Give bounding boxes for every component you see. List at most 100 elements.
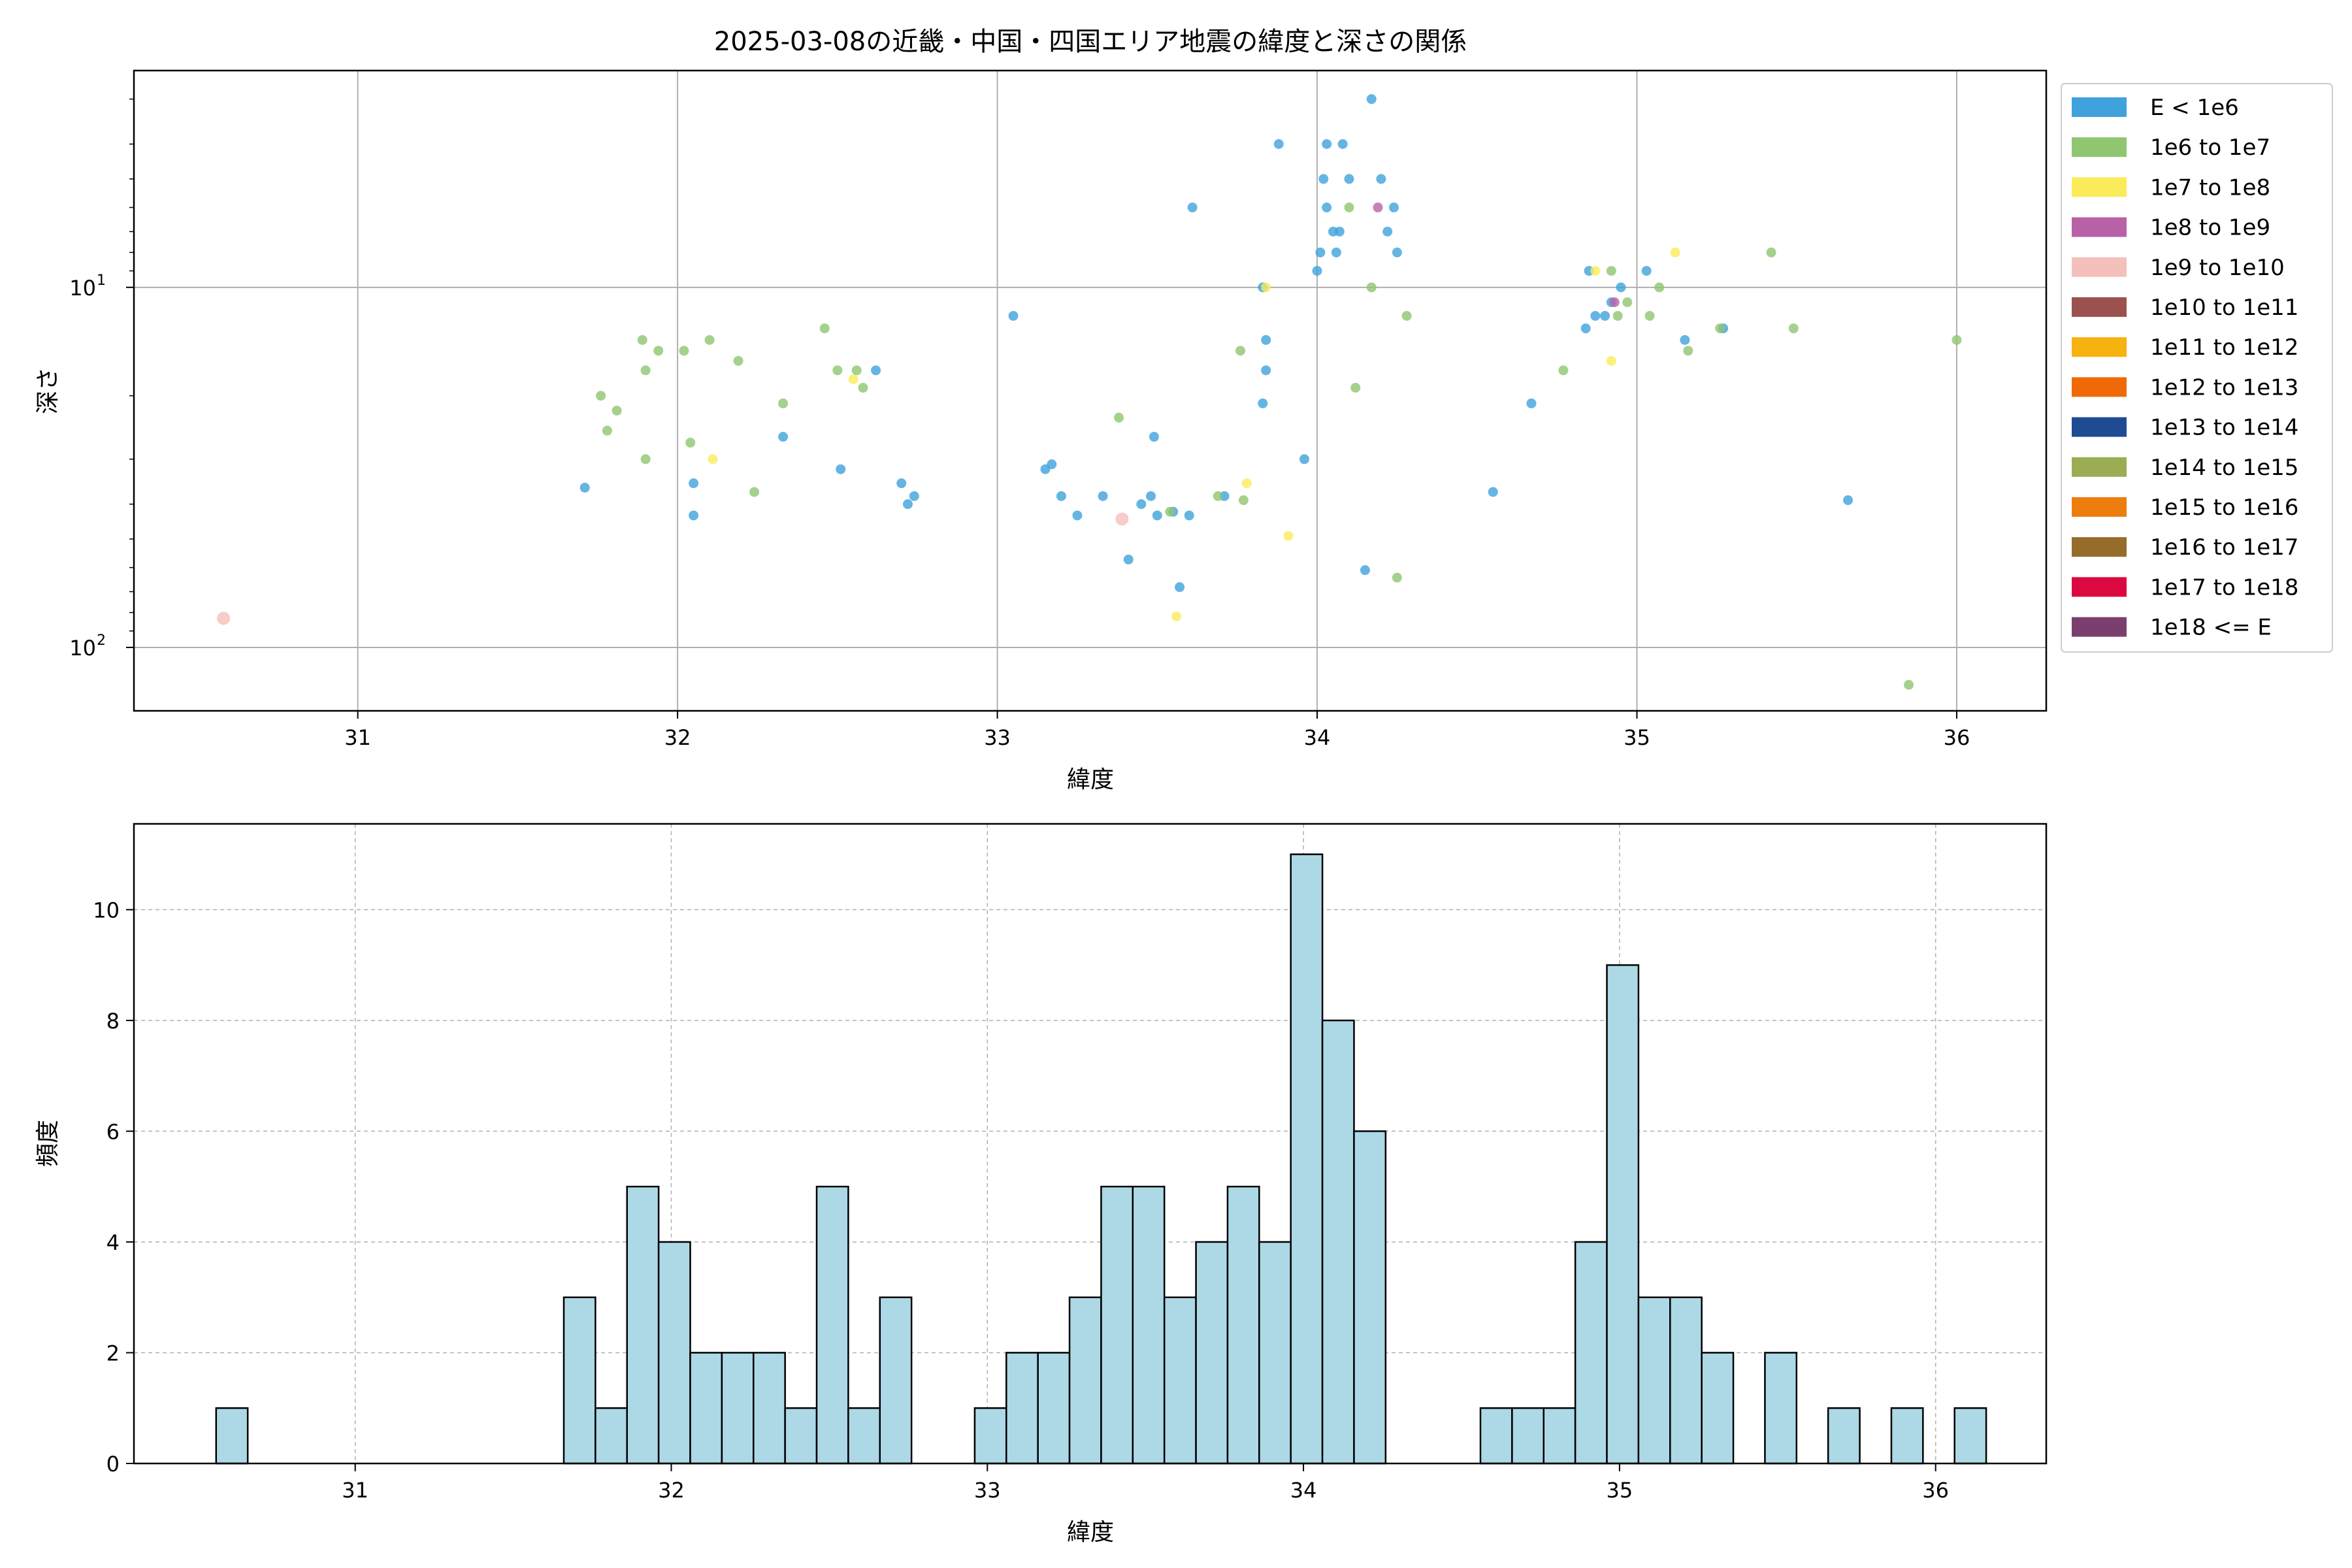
scatter-point [1376,174,1386,184]
scatter-x-tick-label: 34 [1304,725,1331,750]
scatter-point [1283,531,1294,541]
scatter-point [749,487,760,497]
histogram-bar [1226,1185,1260,1465]
scatter-y-tick-exp: 1 [97,272,106,289]
scatter-y-tick-base: 10 [69,276,96,301]
histogram-bar [1258,1241,1292,1465]
histogram-chart: 31 32 33 34 35 36 0 2 4 6 8 10 緯度 頻度 [35,823,2048,1546]
scatter-point [1322,139,1332,149]
legend-label: 1e8 to 1e9 [2150,215,2270,241]
legend-swatch [2072,177,2127,197]
histogram-y-tick-label: 6 [106,1119,120,1144]
histogram-bar [1606,964,1640,1465]
scatter-x-tick-label: 31 [344,725,371,750]
legend-swatch [2072,377,2127,397]
scatter-point [1641,266,1652,276]
legend-label: 1e15 to 1e16 [2150,495,2298,521]
legend-label: 1e13 to 1e14 [2150,415,2298,441]
histogram-bar [1574,1241,1608,1465]
histogram-bar [1321,1019,1355,1465]
scatter-axes-frame [133,69,2048,712]
legend-swatch [2072,217,2127,237]
histogram-bar [1100,1185,1134,1465]
legend-item: 1e8 to 1e9 [2072,215,2270,241]
scatter-point [1114,412,1124,423]
scatter-point [1184,510,1194,521]
histogram-y-tick-label: 2 [106,1341,120,1365]
histogram-y-label: 頻度 [35,1120,61,1167]
histogram-bar [215,1407,249,1465]
histogram-bar [815,1185,849,1465]
histogram-x-tick-label: 36 [1922,1478,1949,1503]
histogram-y-ticks: 0 2 4 6 8 10 [93,898,134,1477]
legend-item: 1e13 to 1e14 [2072,415,2298,441]
scatter-point [1136,499,1147,510]
scatter-x-ticks: 31 32 33 34 35 36 [344,711,1970,750]
scatter-point [685,438,696,448]
scatter-point [1312,266,1322,276]
scatter-point [1350,382,1361,393]
scatter-point [1843,495,1854,506]
scatter-point [1171,611,1182,621]
histogram-x-tick-label: 32 [658,1478,685,1503]
scatter-point [1715,323,1725,334]
histogram-bar [1543,1407,1576,1465]
scatter-point [1238,495,1249,506]
histogram-bar [1953,1407,1987,1465]
legend-label: 1e16 to 1e17 [2150,534,2298,561]
histogram-bar [847,1407,881,1465]
scatter-point [1616,282,1626,293]
scatter-point [1366,94,1377,105]
histogram-bar [689,1352,723,1465]
scatter-point [1115,512,1129,526]
scatter-point [832,365,843,376]
scatter-point [1241,478,1252,489]
scatter-y-label: 深さ [35,367,61,414]
scatter-point [1072,510,1083,521]
legend-label: E < 1e6 [2150,95,2239,121]
histogram-bar [1511,1407,1545,1465]
histogram-bar [626,1185,660,1465]
scatter-grid [134,71,2046,711]
histogram-bar [563,1296,596,1465]
scatter-point [1622,297,1633,308]
legend-label: 1e17 to 1e18 [2150,574,2298,600]
scatter-point [1337,139,1348,149]
scatter-y-tick-exp: 2 [97,632,106,649]
legend-item: 1e6 to 1e7 [2072,135,2270,161]
scatter-point [836,464,846,474]
figure-title: 2025-03-08の近畿・中国・四国エリア地震の緯度と深さの関係 [714,27,1467,57]
scatter-series [596,203,1962,690]
scatter-point [1261,365,1271,376]
scatter-point [1373,203,1383,213]
histogram-bar [721,1352,755,1465]
histogram-bar [1479,1407,1513,1465]
legend-swatch [2072,417,2127,437]
scatter-point [1580,323,1591,334]
legend-label: 1e7 to 1e8 [2150,174,2270,201]
scatter-point [1008,310,1019,321]
scatter-point [596,391,606,401]
legend-label: 1e14 to 1e15 [2150,455,2298,481]
scatter-point [640,454,651,465]
scatter-point [1258,398,1268,408]
histogram-bar [657,1241,691,1465]
histogram-bar [1068,1296,1102,1465]
scatter-point [1123,554,1134,564]
scatter-y-tick-label: 10 2 [69,632,106,661]
histogram-y-tick-label: 8 [106,1009,120,1034]
scatter-point [1683,346,1693,356]
scatter-point [1187,203,1198,213]
scatter-point [858,382,868,393]
scatter-point [1558,365,1569,376]
legend-item: 1e16 to 1e17 [2072,534,2298,561]
scatter-point [1149,432,1159,442]
scatter-point [1056,491,1066,501]
scatter-point [1047,459,1057,470]
histogram-bar [1353,1130,1387,1465]
legend-swatch [2072,497,2127,517]
histogram-bar [1827,1407,1861,1465]
scatter-point [1392,247,1402,257]
legend-item: 1e12 to 1e13 [2072,374,2298,400]
